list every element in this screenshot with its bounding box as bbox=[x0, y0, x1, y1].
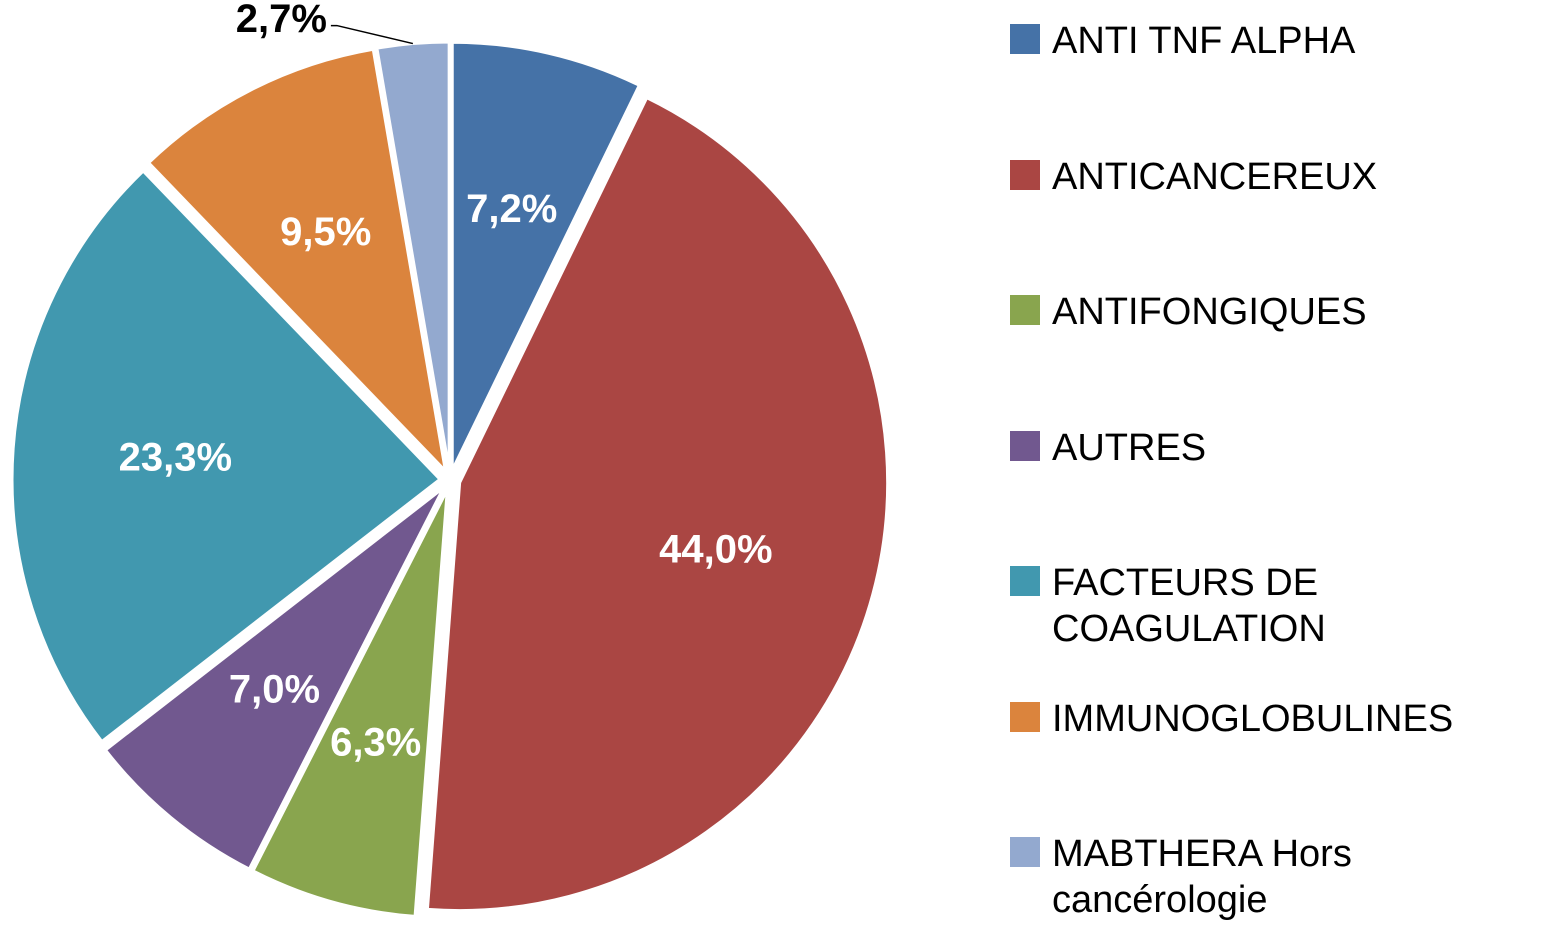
legend-label: AUTRES bbox=[1052, 426, 1207, 469]
data-label: 23,3% bbox=[119, 436, 232, 480]
leader-line bbox=[330, 24, 414, 45]
legend-item: ANTIFONGIQUES bbox=[1010, 289, 1550, 335]
data-label: 6,3% bbox=[330, 721, 421, 765]
legend-label: ANTICANCEREUX bbox=[1052, 155, 1378, 198]
legend-swatch bbox=[1010, 701, 1040, 732]
legend-item: IMMUNOGLOBULINES bbox=[1010, 696, 1550, 742]
legend-item: FACTEURS DE COAGULATION bbox=[1010, 560, 1550, 652]
legend-item: ANTICANCEREUX bbox=[1010, 154, 1550, 200]
legend-swatch bbox=[1010, 159, 1040, 190]
data-label: 9,5% bbox=[280, 210, 371, 254]
legend-label: ANTIFONGIQUES bbox=[1052, 291, 1367, 333]
legend-item: MABTHERA Hors cancérologie bbox=[1010, 831, 1550, 923]
chart: 7,2% 44,0% 6,3%7,0% 23,3% 9,5% 2,7% bbox=[10, 0, 890, 919]
legend-label: MABTHERA Hors cancérologie bbox=[1052, 833, 1352, 921]
legend-label: FACTEURS DE COAGULATION bbox=[1052, 562, 1326, 650]
data-label: 44,0% bbox=[659, 527, 772, 571]
legend-item: ANTI TNF ALPHA bbox=[1010, 18, 1550, 64]
legend-label: IMMUNOGLOBULINES bbox=[1052, 697, 1454, 740]
pie-slice bbox=[450, 40, 642, 471]
pie-slice bbox=[10, 168, 443, 744]
legend-swatch bbox=[1010, 430, 1040, 461]
legend-swatch bbox=[1010, 837, 1040, 867]
data-label: 7,0% bbox=[229, 668, 320, 712]
legend-item: AUTRES bbox=[1010, 425, 1550, 471]
legend-swatch bbox=[1010, 566, 1040, 596]
legend-label: ANTI TNF ALPHA bbox=[1052, 20, 1356, 62]
legend-swatch bbox=[1010, 295, 1040, 325]
pie-slice bbox=[250, 488, 449, 919]
data-label: 7,2% bbox=[466, 187, 557, 231]
pie-slice bbox=[146, 47, 448, 476]
pie-slice bbox=[375, 40, 451, 471]
pie-slice bbox=[103, 486, 445, 872]
data-label: 2,7% bbox=[236, 0, 327, 41]
pie-slice bbox=[425, 95, 890, 913]
legend-swatch bbox=[1010, 24, 1040, 54]
